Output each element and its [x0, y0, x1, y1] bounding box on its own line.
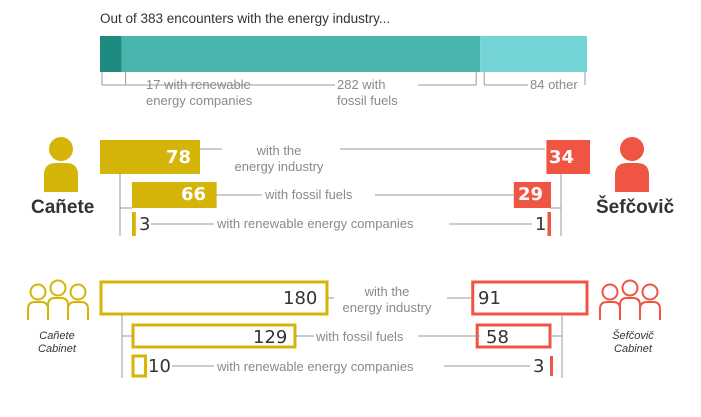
person-icon-canete-head	[49, 137, 73, 161]
cabinet-canete-fossil-value: 129	[253, 327, 288, 348]
cabinet-label-energy-line1: with the	[364, 284, 410, 299]
cabinet-icon-canete-body-2	[67, 301, 89, 320]
top-label-fossil-line1: 282 with	[337, 77, 386, 92]
cabinet-canete-bar-2	[131, 354, 148, 378]
top-bar-segment-renewable	[100, 36, 122, 72]
cabinet-sefcovic-bar-0	[471, 280, 589, 316]
cabinet-name-canete: Cañete Cabinet	[20, 330, 94, 356]
cabinet-name-sefcovic: Šefčovič Cabinet	[593, 330, 673, 356]
person-sefcovic-bar-1	[513, 182, 551, 208]
cabinet-name-canete-line1: Cañete	[39, 330, 75, 342]
cabinet-icon-sefcovic-head-2	[641, 283, 659, 301]
person-label-fossil: with fossil fuels	[265, 187, 353, 202]
cabinet-name-sefcovic-line2: Cabinet	[614, 343, 652, 355]
person-icon-sefcovic-body	[615, 163, 649, 192]
person-canete-energy-value: 78	[166, 147, 192, 168]
person-sefcovic-fossil-value: 29	[518, 184, 544, 205]
person-name-canete: Cañete	[31, 197, 95, 218]
cabinet-label-energy-line2: energy industry	[342, 300, 432, 315]
cabinet-icon-sefcovic-body-1	[619, 297, 641, 316]
cabinet-icon-sefcovic-head-0	[601, 283, 619, 301]
person-sefcovic-bar-2	[547, 212, 551, 236]
cabinet-name-canete-line2: Cabinet	[38, 343, 76, 355]
person-canete-bar-1	[132, 182, 217, 208]
cabinet-label-energy: with the energy industry	[327, 284, 447, 316]
top-label-other: 84 other	[530, 77, 578, 93]
person-sefcovic-bar-0	[546, 140, 590, 174]
cabinet-canete-energy-value: 180	[283, 288, 318, 309]
cabinet-icon-canete-head-2	[69, 283, 87, 301]
cabinet-canete-renewable-value: 10	[148, 356, 171, 377]
top-label-fossil: 282 with fossil fuels	[337, 77, 398, 109]
cabinet-icon-canete-head-1	[49, 279, 67, 297]
cabinet-sefcovic-energy-value: 91	[478, 288, 501, 309]
cabinet-canete-bar-0	[99, 280, 329, 316]
cabinet-icon-canete-head-0	[29, 283, 47, 301]
top-bar-segment-other	[480, 36, 587, 72]
person-label-energy: with the energy industry	[219, 143, 339, 175]
top-label-fossil-line2: fossil fuels	[337, 93, 398, 108]
cabinet-label-fossil: with fossil fuels	[316, 329, 404, 344]
cabinet-name-sefcovic-line1: Šefčovič	[612, 330, 654, 342]
person-icon-sefcovic-head	[620, 137, 644, 161]
person-canete-renewable-value: 3	[139, 214, 151, 235]
person-sefcovic-energy-value: 34	[549, 147, 575, 168]
top-bar-segment-fossil	[121, 36, 481, 72]
person-label-energy-line2: energy industry	[234, 159, 324, 174]
person-label-renewable: with renewable energy companies	[217, 216, 414, 231]
cabinet-icon-sefcovic-body-0	[599, 301, 621, 320]
person-label-energy-line1: with the	[256, 143, 302, 158]
top-label-renewable-line1: 17 with renewable	[146, 77, 251, 92]
cabinet-icon-canete-body-0	[27, 301, 49, 320]
person-canete-bar-0	[100, 140, 200, 174]
cabinet-sefcovic-renewable-value: 3	[533, 356, 545, 377]
cabinet-label-renewable: with renewable energy companies	[217, 359, 414, 374]
cabinet-icon-sefcovic-body-2	[639, 301, 661, 320]
cabinet-icon-sefcovic-head-1	[621, 279, 639, 297]
top-label-renewable-line2: energy companies	[146, 93, 253, 108]
person-canete-bar-2	[132, 212, 136, 236]
cabinet-icon-canete-body-1	[47, 297, 69, 316]
person-canete-fossil-value: 66	[181, 184, 207, 205]
person-sefcovic-renewable-value: 1	[535, 214, 547, 235]
top-label-other-line1: 84 other	[530, 77, 578, 92]
top-label-renewable: 17 with renewable energy companies	[146, 77, 252, 109]
cabinet-sefcovic-fossil-value: 58	[486, 327, 509, 348]
chart-title: Out of 383 encounters with the energy in…	[100, 11, 391, 26]
person-icon-canete-body	[44, 163, 78, 192]
person-name-sefcovic: Šefčovič	[596, 197, 675, 218]
cabinet-sefcovic-bar-2	[550, 356, 553, 376]
